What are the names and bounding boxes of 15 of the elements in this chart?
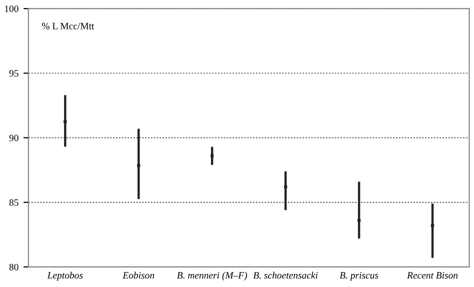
y-tick-label: 85 [9, 199, 18, 206]
x-tick-label: B. menneri (M–F) [176, 272, 248, 281]
y-tick-label: 100 [4, 6, 18, 12]
point [137, 164, 140, 168]
x-tick-label: Leptobos [47, 272, 83, 281]
y-tick-label: 95 [9, 70, 18, 77]
point [64, 120, 67, 124]
bar [64, 95, 66, 147]
y-axis-title: % L Mcc/Mtt [42, 22, 94, 30]
y-tick-label: 80 [9, 264, 18, 270]
x-tick-label: B. priscus [340, 272, 378, 281]
x-tick-label: Recent Bison [406, 272, 458, 279]
y-tick-label: 90 [9, 134, 18, 142]
x-tick-label: B. schoetensacki [253, 272, 318, 279]
x-tick-label: Eobison [122, 272, 154, 279]
